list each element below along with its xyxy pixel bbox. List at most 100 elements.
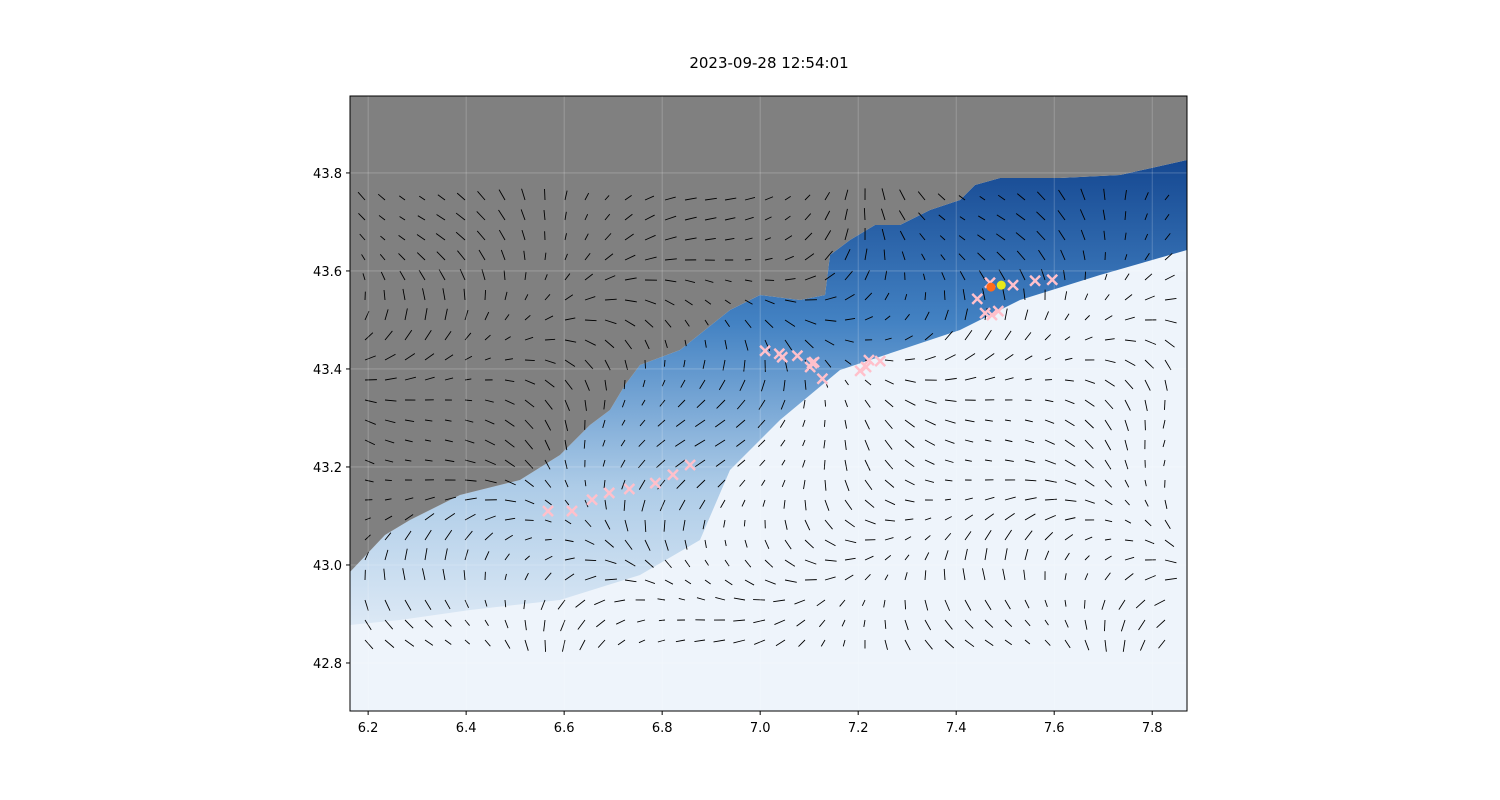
arrow [724, 299, 731, 305]
arrow [824, 250, 833, 261]
arrow [419, 195, 426, 201]
x-marker [684, 459, 696, 471]
arrow [384, 515, 393, 521]
arrow [364, 310, 370, 321]
y-tick-label: 43.6 [313, 265, 342, 280]
arrow [796, 619, 806, 627]
arrow [524, 639, 529, 651]
arrow [364, 399, 377, 404]
arrow [584, 479, 587, 487]
arrow [804, 319, 817, 325]
arrow [404, 599, 412, 611]
arrow [524, 399, 535, 408]
arrow [404, 639, 415, 647]
arrow [1044, 334, 1051, 341]
arrow [684, 559, 691, 568]
arrow [1084, 479, 1095, 487]
arrow [1064, 619, 1069, 628]
arrow [884, 639, 888, 650]
arrow [702, 359, 706, 369]
arrow [704, 539, 707, 549]
arrow [362, 273, 366, 281]
arrow [977, 234, 986, 241]
arrow [561, 639, 566, 652]
arrow [1079, 209, 1086, 221]
arrow [739, 379, 746, 392]
arrow [658, 619, 666, 622]
arrow [1082, 250, 1086, 261]
arrow [864, 419, 870, 430]
arrow [704, 319, 709, 326]
arrow [1004, 496, 1016, 501]
arrow [1004, 548, 1008, 561]
arrow [1064, 552, 1070, 561]
arrow [444, 599, 451, 610]
arrow [384, 399, 397, 402]
arrow [1036, 230, 1046, 241]
arrow [457, 250, 466, 261]
arrow [656, 439, 666, 447]
arrow [442, 288, 446, 301]
arrow [704, 579, 711, 585]
x-marker [860, 361, 872, 373]
arrow [504, 599, 507, 608]
arrow [584, 339, 596, 346]
arrow [804, 213, 812, 221]
arrow [1162, 419, 1166, 429]
arrow [964, 514, 974, 521]
arrow [864, 316, 873, 321]
arrow [1015, 213, 1026, 221]
arrow [481, 269, 486, 281]
arrow [758, 399, 766, 410]
arrow [984, 376, 996, 381]
arrow [723, 519, 726, 528]
arrow [1164, 359, 1172, 371]
arrow [1024, 419, 1033, 423]
arrow [941, 272, 946, 281]
arrow [464, 309, 469, 321]
arrow [1163, 459, 1166, 467]
arrow [544, 459, 551, 470]
arrow [733, 619, 746, 622]
arrow [384, 599, 391, 611]
arrow [597, 639, 606, 648]
arrow [1024, 309, 1029, 321]
arrow [984, 496, 995, 501]
arrow [424, 439, 432, 442]
arrow [544, 439, 551, 451]
arrow [364, 534, 371, 541]
arrow [764, 299, 775, 305]
arrow [1144, 295, 1155, 301]
arrow [684, 279, 696, 283]
x-tick-label: 7.4 [946, 721, 967, 736]
arrow [1057, 210, 1066, 221]
y-tick-label: 42.8 [313, 657, 342, 672]
arrow [959, 216, 966, 221]
arrow [944, 354, 956, 361]
arrow [498, 209, 506, 221]
arrow [543, 619, 546, 632]
arrow [644, 519, 647, 533]
arrow [1164, 519, 1171, 529]
arrow [733, 639, 746, 644]
arrow [1064, 599, 1067, 607]
arrow [804, 539, 814, 549]
arrow [1103, 230, 1106, 241]
arrow [584, 319, 597, 322]
current-arrows [357, 188, 1177, 652]
arrow [984, 530, 992, 541]
arrow [564, 573, 575, 581]
arrow [624, 539, 633, 550]
arrow [1164, 379, 1168, 391]
arrow [384, 549, 389, 561]
arrow [602, 419, 606, 428]
arrow [358, 213, 366, 221]
arrow [964, 376, 977, 381]
x-marker [759, 344, 771, 357]
arrow [424, 459, 433, 462]
arrow [1044, 498, 1057, 501]
arrow [779, 419, 786, 428]
arrow [1144, 399, 1148, 412]
arrow [804, 379, 807, 390]
arrow [435, 233, 446, 241]
